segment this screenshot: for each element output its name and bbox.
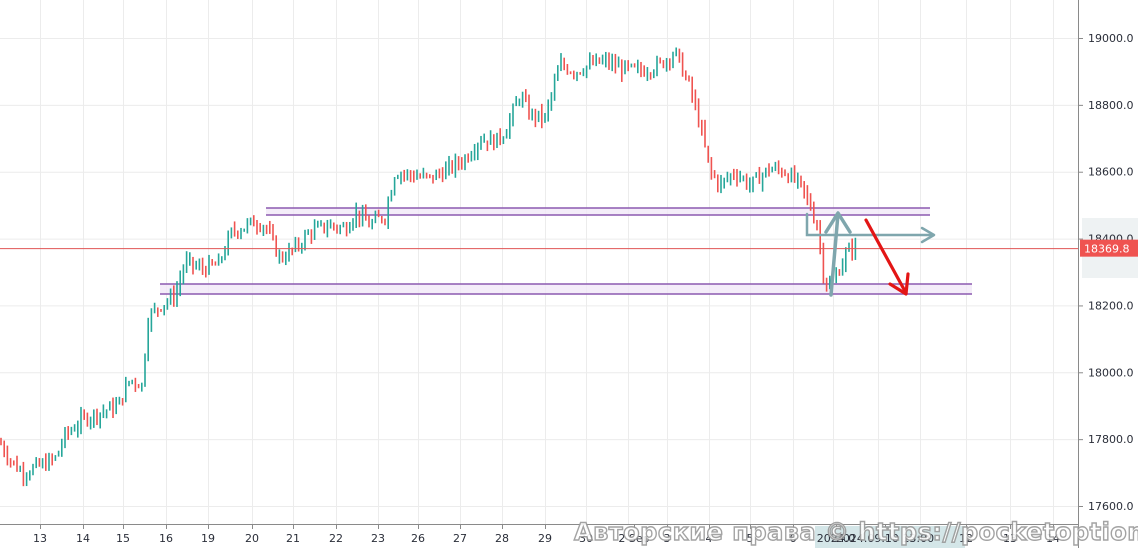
resistance-band[interactable] — [266, 207, 930, 216]
time-tick-label: 15 — [116, 532, 130, 545]
time-tick-label: 12 — [959, 532, 973, 545]
time-tick-label: 14 — [1046, 532, 1060, 545]
support-resistance-bands[interactable] — [160, 207, 972, 295]
price-tick-label: 18800.0 — [1088, 99, 1134, 112]
time-tick-label: 3 — [664, 532, 671, 545]
price-tick-label: 19000.0 — [1088, 32, 1134, 45]
time-tick-label: 6 — [790, 532, 797, 545]
drawing-arrows[interactable] — [805, 211, 936, 297]
right-arrow-shaft — [805, 212, 935, 237]
time-tick-label: 20 — [245, 532, 259, 545]
down-arrow-head — [888, 272, 910, 296]
price-tick-label: 17600.0 — [1088, 500, 1134, 513]
time-tick-label: 13 — [33, 532, 47, 545]
red-down-forecast-arrow[interactable] — [864, 218, 910, 296]
up-arrow-head — [824, 211, 852, 234]
resistance-band-fill — [266, 208, 930, 215]
time-tick-label: 23 — [371, 532, 385, 545]
time-tick-label: 4 — [706, 532, 713, 545]
support-band[interactable] — [160, 283, 972, 295]
time-tick-label: 2 Sep — [618, 532, 649, 545]
time-tick-label: 13 — [1003, 532, 1017, 545]
time-tick-label: 27 — [453, 532, 467, 545]
time-tick-label: 2024.0 — [817, 532, 856, 545]
time-tick-label: 21 — [286, 532, 300, 545]
price-tick-label: 18600.0 — [1088, 166, 1134, 179]
current-price-badge: 18369.8 — [1080, 239, 1138, 257]
time-tick-label: 28 — [495, 532, 509, 545]
price-tick-label: 17800.0 — [1088, 433, 1134, 446]
time-tick-label: 2024.09.10 13:00 — [836, 532, 934, 545]
up-arrow-shaft — [829, 212, 840, 297]
right-arrow-head — [920, 226, 936, 244]
time-tick-label: 22 — [329, 532, 343, 545]
time-tick-label: 19 — [201, 532, 215, 545]
teal-up-arrow[interactable] — [824, 211, 852, 297]
time-tick-label: 26 — [411, 532, 425, 545]
time-tick-label: 16 — [159, 532, 173, 545]
price-tick-label: 18200.0 — [1088, 299, 1134, 312]
copyright-watermark: Авторские права © https://pocketoption.r… — [574, 518, 1138, 546]
current-price-label: 18369.8 — [1084, 243, 1130, 256]
time-axis-highlight — [815, 526, 965, 548]
support-band-fill — [160, 284, 972, 294]
teal-right-arrow[interactable] — [805, 212, 936, 244]
chart-grid — [0, 0, 1078, 524]
time-tick-label: 30 — [579, 532, 593, 545]
time-tick-label: 29 — [538, 532, 552, 545]
time-axis-ticks: 13 14 15 16 19 20 21 22 23 26 27 28 29 30 2 Sep 3 4 5 6 202… — [33, 524, 1060, 545]
down-arrow-shaft — [864, 218, 908, 295]
price-tick-label: 18000.0 — [1088, 366, 1134, 379]
time-tick-label: 5 — [747, 532, 754, 545]
candlestick-series — [0, 47, 857, 487]
time-tick-label: 14 — [76, 532, 90, 545]
